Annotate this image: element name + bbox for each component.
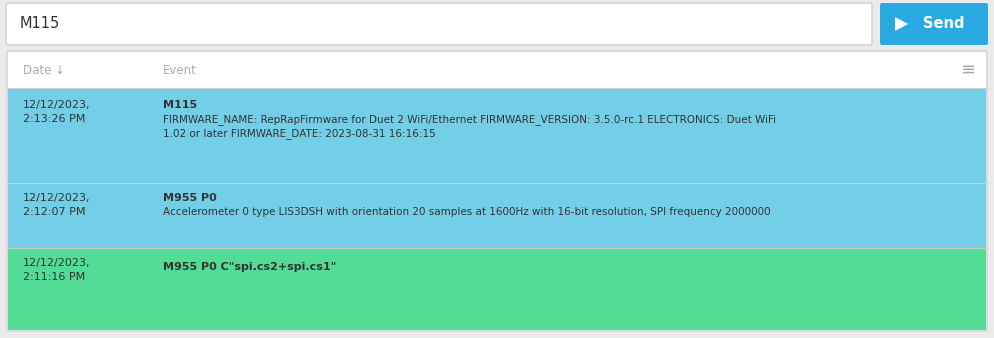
Text: 12/12/2023,: 12/12/2023,: [23, 258, 90, 268]
FancyBboxPatch shape: [7, 51, 987, 331]
Text: M115: M115: [163, 100, 197, 110]
Text: ≡: ≡: [960, 61, 975, 79]
FancyBboxPatch shape: [6, 3, 872, 45]
Bar: [8, 52, 986, 88]
Text: M955 P0: M955 P0: [163, 193, 217, 203]
Text: Date ↓: Date ↓: [23, 64, 65, 76]
Text: 2:13:26 PM: 2:13:26 PM: [23, 114, 85, 124]
Text: Event: Event: [163, 64, 197, 76]
Text: M955 P0 C"spi.cs2+spi.cs1": M955 P0 C"spi.cs2+spi.cs1": [163, 262, 336, 272]
Text: 2:11:16 PM: 2:11:16 PM: [23, 272, 85, 282]
Text: Accelerometer 0 type LIS3DSH with orientation 20 samples at 1600Hz with 16-bit r: Accelerometer 0 type LIS3DSH with orient…: [163, 207, 770, 217]
Polygon shape: [895, 17, 908, 31]
Text: 1.02 or later FIRMWARE_DATE: 2023-08-31 16:16:15: 1.02 or later FIRMWARE_DATE: 2023-08-31 …: [163, 128, 435, 139]
Text: 2:12:07 PM: 2:12:07 PM: [23, 207, 85, 217]
Bar: [8, 183, 986, 248]
Text: 12/12/2023,: 12/12/2023,: [23, 100, 90, 110]
FancyBboxPatch shape: [880, 3, 988, 45]
Text: FIRMWARE_NAME: RepRapFirmware for Duet 2 WiFi/Ethernet FIRMWARE_VERSION: 3.5.0-r: FIRMWARE_NAME: RepRapFirmware for Duet 2…: [163, 114, 776, 125]
Bar: [8, 88, 986, 183]
Text: Send: Send: [923, 17, 965, 31]
Text: M115: M115: [20, 17, 61, 31]
Text: 12/12/2023,: 12/12/2023,: [23, 193, 90, 203]
Bar: [8, 248, 986, 330]
